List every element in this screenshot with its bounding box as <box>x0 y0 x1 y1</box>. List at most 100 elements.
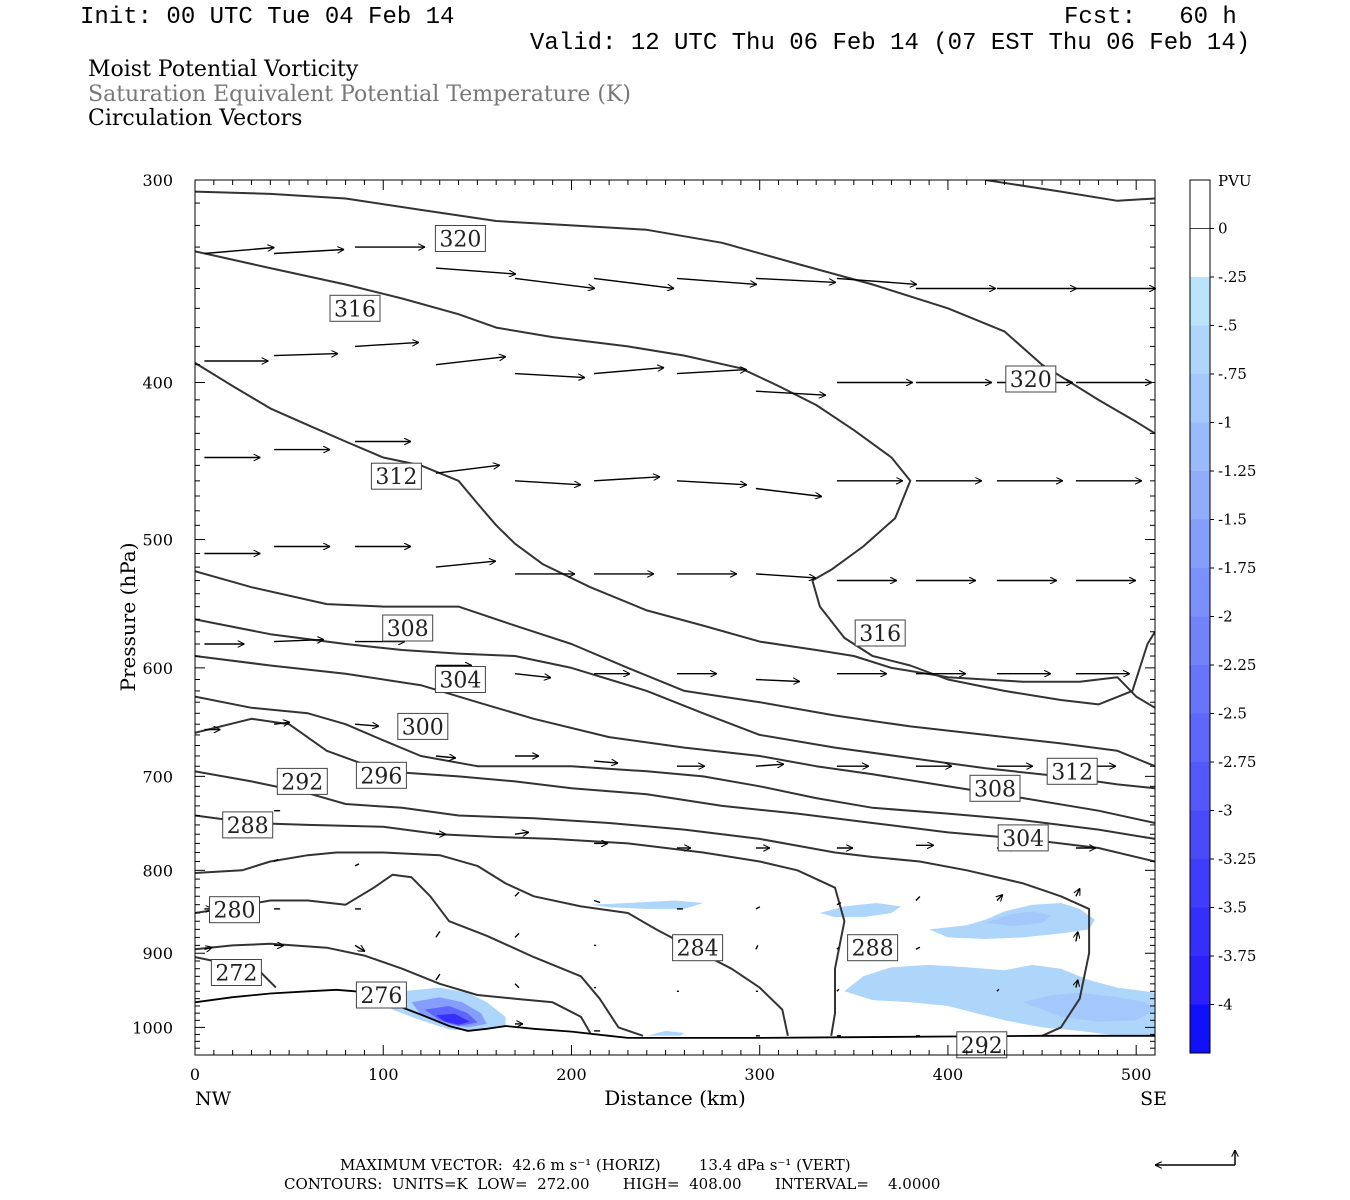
colorbar: PVU 0 -.25 -.5 -.75 -1 -1.25 -1.5 -1.75 -2 -2.25 -2… <box>1189 172 1256 1054</box>
contour-info: CONTOURS: UNITS=K LOW= 272.00 HIGH= 408.… <box>284 1175 941 1193</box>
vector-111 <box>996 988 1000 992</box>
contour-316-12 <box>195 250 1155 706</box>
vector-14 <box>354 342 419 348</box>
vector-6 <box>676 277 757 284</box>
colorbar-label: -3.5 <box>1218 899 1247 917</box>
contour-label-text: 272 <box>215 962 257 987</box>
y-axis-label: Pressure (hPa) <box>116 543 140 692</box>
contour-label-9: 296 <box>355 761 407 789</box>
contour-label-box <box>209 896 260 924</box>
y-tick-label: 500 <box>142 531 173 550</box>
contour-label-text: 288 <box>227 814 269 839</box>
x-tick-label: 300 <box>744 1065 775 1084</box>
colorbar-title: PVU <box>1218 172 1252 190</box>
init-time: Init: 00 UTC Tue 04 Feb 14 <box>80 4 455 31</box>
vector-61 <box>274 722 290 724</box>
contour-label-box <box>370 462 422 490</box>
contour-label-3: 312 <box>370 462 422 490</box>
vector-105 <box>435 973 441 981</box>
vector-1 <box>274 250 344 255</box>
contour-label-text: 316 <box>334 297 376 322</box>
vector-17 <box>594 368 664 375</box>
colorbar-swatch-10 <box>1190 665 1210 714</box>
colorbar-label: -2.5 <box>1218 705 1247 723</box>
colorbar-label: -1.25 <box>1218 462 1256 480</box>
contour-label-box <box>276 767 328 795</box>
contour-label-text: 312 <box>375 465 417 490</box>
contour-316-11 <box>195 362 1155 709</box>
colorbar-label: -.5 <box>1218 317 1237 335</box>
vector-29 <box>594 477 660 482</box>
x-tick-label: 0 <box>190 1065 200 1084</box>
contour-276-1 <box>195 942 592 1034</box>
contour-label-box <box>1005 365 1057 393</box>
pv-area-5 <box>819 903 901 918</box>
colorbar-label: 0 <box>1218 220 1228 238</box>
vector-30 <box>676 480 747 485</box>
y-tick-label: 700 <box>142 767 173 786</box>
y-tick-label: 900 <box>142 944 173 963</box>
colorbar-label: -3 <box>1218 802 1233 820</box>
colorbar-swatch-5 <box>1190 422 1210 471</box>
contour-label-text: 316 <box>859 622 901 647</box>
colorbar-swatch-11 <box>1190 713 1210 762</box>
vector-90 <box>755 906 761 910</box>
colorbar-label: -1 <box>1218 414 1233 432</box>
vector-28 <box>514 480 581 485</box>
vector-43 <box>755 573 816 578</box>
vector-4 <box>514 277 595 288</box>
contour-label-18: 276 <box>355 981 407 1009</box>
colorbar-swatch-6 <box>1190 471 1210 520</box>
contour-280-2 <box>195 873 644 1037</box>
vector-13 <box>274 354 338 356</box>
y-tick-label: 400 <box>142 373 173 392</box>
contour-label-box <box>397 712 449 740</box>
vector-49 <box>274 640 324 642</box>
contour-284-3 <box>195 851 789 1037</box>
vector-67 <box>755 764 784 766</box>
contour-label-11: 308 <box>969 774 1021 802</box>
contour-296-6 <box>195 717 1155 863</box>
colorbar-swatch-16 <box>1190 956 1210 1005</box>
pv-area-9 <box>1023 992 1155 1022</box>
vector-82 <box>273 858 279 863</box>
contour-label-box <box>355 981 407 1009</box>
x-axis-label: Distance (km) <box>604 1086 746 1110</box>
contour-label-text: 280 <box>214 899 256 924</box>
contour-label-13: 304 <box>997 824 1049 852</box>
vector-93 <box>997 895 1003 901</box>
contour-label-box <box>355 761 407 789</box>
contour-label-17: 272 <box>210 959 262 987</box>
colorbar-swatch-15 <box>1190 907 1210 956</box>
colorbar-label: -.25 <box>1218 268 1247 286</box>
vector-5 <box>594 277 674 288</box>
contour-288-4 <box>195 814 846 1036</box>
contour-label-box <box>210 959 262 986</box>
vector-8 <box>836 277 917 284</box>
vector-95 <box>204 947 212 949</box>
contour-label-8: 312 <box>1046 757 1098 785</box>
contour-label-text: 288 <box>852 937 894 962</box>
terrain-surface <box>194 988 1155 1039</box>
contour-label-box <box>329 294 381 322</box>
contour-label-text: 276 <box>360 984 402 1009</box>
vector-97 <box>354 945 365 951</box>
colorbar-label: -2.75 <box>1218 753 1256 771</box>
contour-label-14: 280 <box>209 896 260 924</box>
colorbar-swatch-4 <box>1190 374 1210 423</box>
vector-103 <box>915 946 921 950</box>
pv-shading <box>373 900 1155 1036</box>
y-tick-label: 800 <box>142 861 173 880</box>
x-tick-label: 400 <box>933 1065 964 1084</box>
vector-55 <box>755 680 800 682</box>
colorbar-swatch-13 <box>1190 810 1210 859</box>
colorbar-label: -1.75 <box>1218 559 1256 577</box>
contour-label-box <box>997 824 1049 852</box>
contour-label-text: 284 <box>677 937 719 962</box>
vector-62 <box>354 724 379 726</box>
contour-label-12: 288 <box>222 811 274 839</box>
x-tick-label: 200 <box>556 1065 587 1084</box>
vector-7 <box>755 277 836 282</box>
contour-324-14 <box>985 180 1155 202</box>
colorbar-swatch-3 <box>1190 325 1210 374</box>
